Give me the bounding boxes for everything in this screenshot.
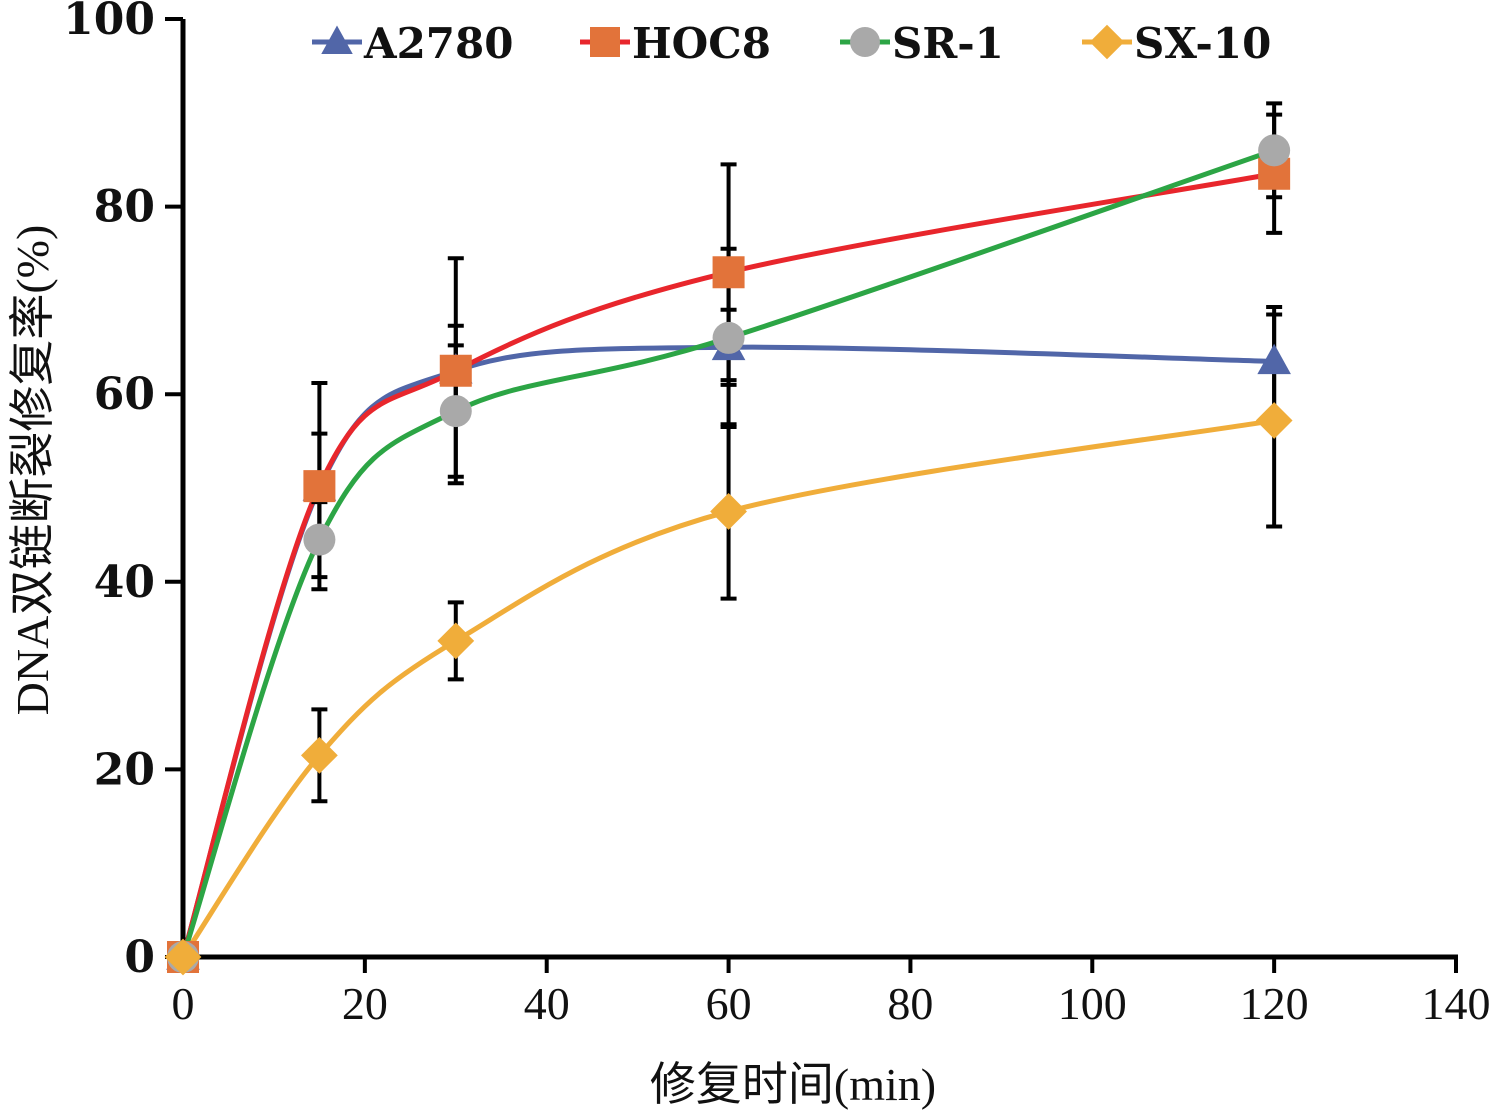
- legend-marker-sr-1: [850, 27, 880, 57]
- x-tick-label: 120: [1240, 978, 1309, 1029]
- legend-marker-hoc8: [590, 27, 620, 57]
- y-tick-label: 100: [63, 0, 155, 45]
- x-axis-title: 修复时间(min): [650, 1059, 936, 1110]
- data-point-sx-10: [164, 938, 202, 976]
- x-tick-label: 140: [1422, 978, 1491, 1029]
- y-tick-label: 20: [94, 744, 155, 795]
- y-tick-label: 80: [94, 182, 155, 233]
- x-tick-label: 60: [706, 978, 752, 1029]
- legend-label-hoc8: HOC8: [632, 19, 771, 68]
- x-tick-label: 40: [524, 978, 570, 1029]
- data-point-sx-10: [300, 736, 338, 774]
- y-axis-title: DNA双链断裂修复率(%): [7, 225, 58, 716]
- legend-marker-a2780: [321, 25, 353, 54]
- error-bars: [311, 101, 1283, 804]
- legend-item-a2780: A2780: [312, 19, 513, 68]
- legend-item-sr-1: SR-1: [840, 19, 1004, 68]
- legend-label-sr-1: SR-1: [892, 19, 1004, 68]
- legend: A2780 HOC8 SR-1 SX-10: [312, 19, 1271, 68]
- data-point-sx-10: [437, 622, 475, 660]
- legend-label-a2780: A2780: [363, 19, 513, 68]
- data-point-sr-1: [1258, 134, 1291, 167]
- x-tick-label: 80: [887, 978, 933, 1029]
- data-point-sr-1: [303, 523, 336, 556]
- data-point-sx-10: [1255, 402, 1293, 439]
- y-tick-label: 40: [94, 557, 155, 608]
- data-point-sr-1: [439, 395, 472, 428]
- legend-label-sx-10: SX-10: [1134, 19, 1271, 68]
- x-tick-label: 0: [172, 978, 195, 1029]
- data-point-hoc8: [303, 470, 336, 503]
- legend-marker-sx-10: [1089, 24, 1125, 60]
- x-tick-label: 20: [342, 978, 388, 1029]
- data-point-hoc8: [712, 256, 745, 289]
- series-markers: [164, 134, 1293, 976]
- axes: 0 20 40 60 80 100 0 20 40 60 80 100 120 140: [63, 0, 1490, 1029]
- series-line-sr-1: [180, 147, 1275, 958]
- series-line-sx-10: [180, 417, 1275, 959]
- y-tick-label: 0: [124, 932, 155, 983]
- data-point-sx-10: [710, 493, 747, 530]
- x-tick-label: 100: [1058, 978, 1127, 1029]
- legend-item-hoc8: HOC8: [580, 19, 771, 68]
- legend-item-sx-10: SX-10: [1082, 19, 1271, 68]
- data-point-hoc8: [439, 354, 472, 387]
- data-point-sr-1: [712, 321, 745, 354]
- data-point-a2780: [1257, 343, 1291, 375]
- y-tick-label: 60: [94, 369, 155, 420]
